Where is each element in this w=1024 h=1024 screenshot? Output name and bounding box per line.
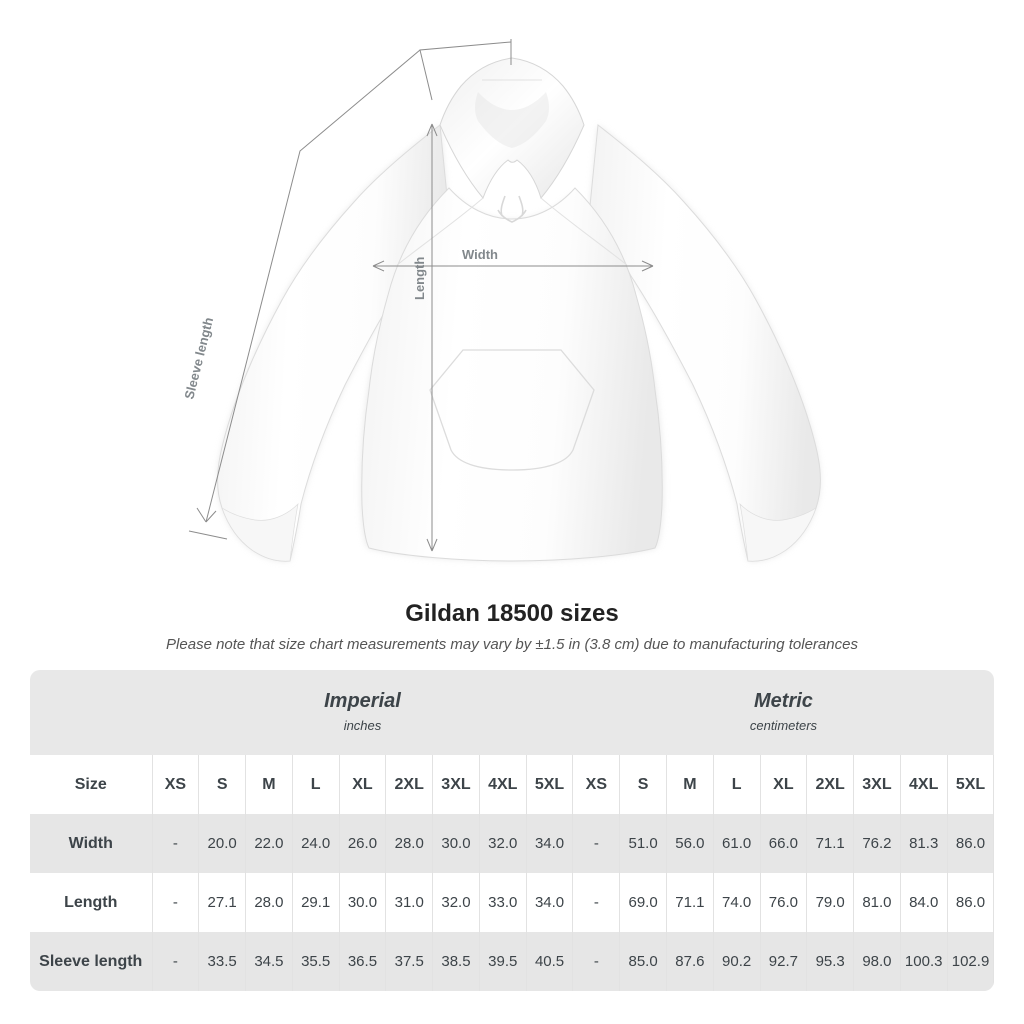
svg-text:Sleeve length: Sleeve length xyxy=(181,316,216,401)
svg-text:Length: Length xyxy=(412,257,427,300)
svg-text:Width: Width xyxy=(462,247,498,262)
